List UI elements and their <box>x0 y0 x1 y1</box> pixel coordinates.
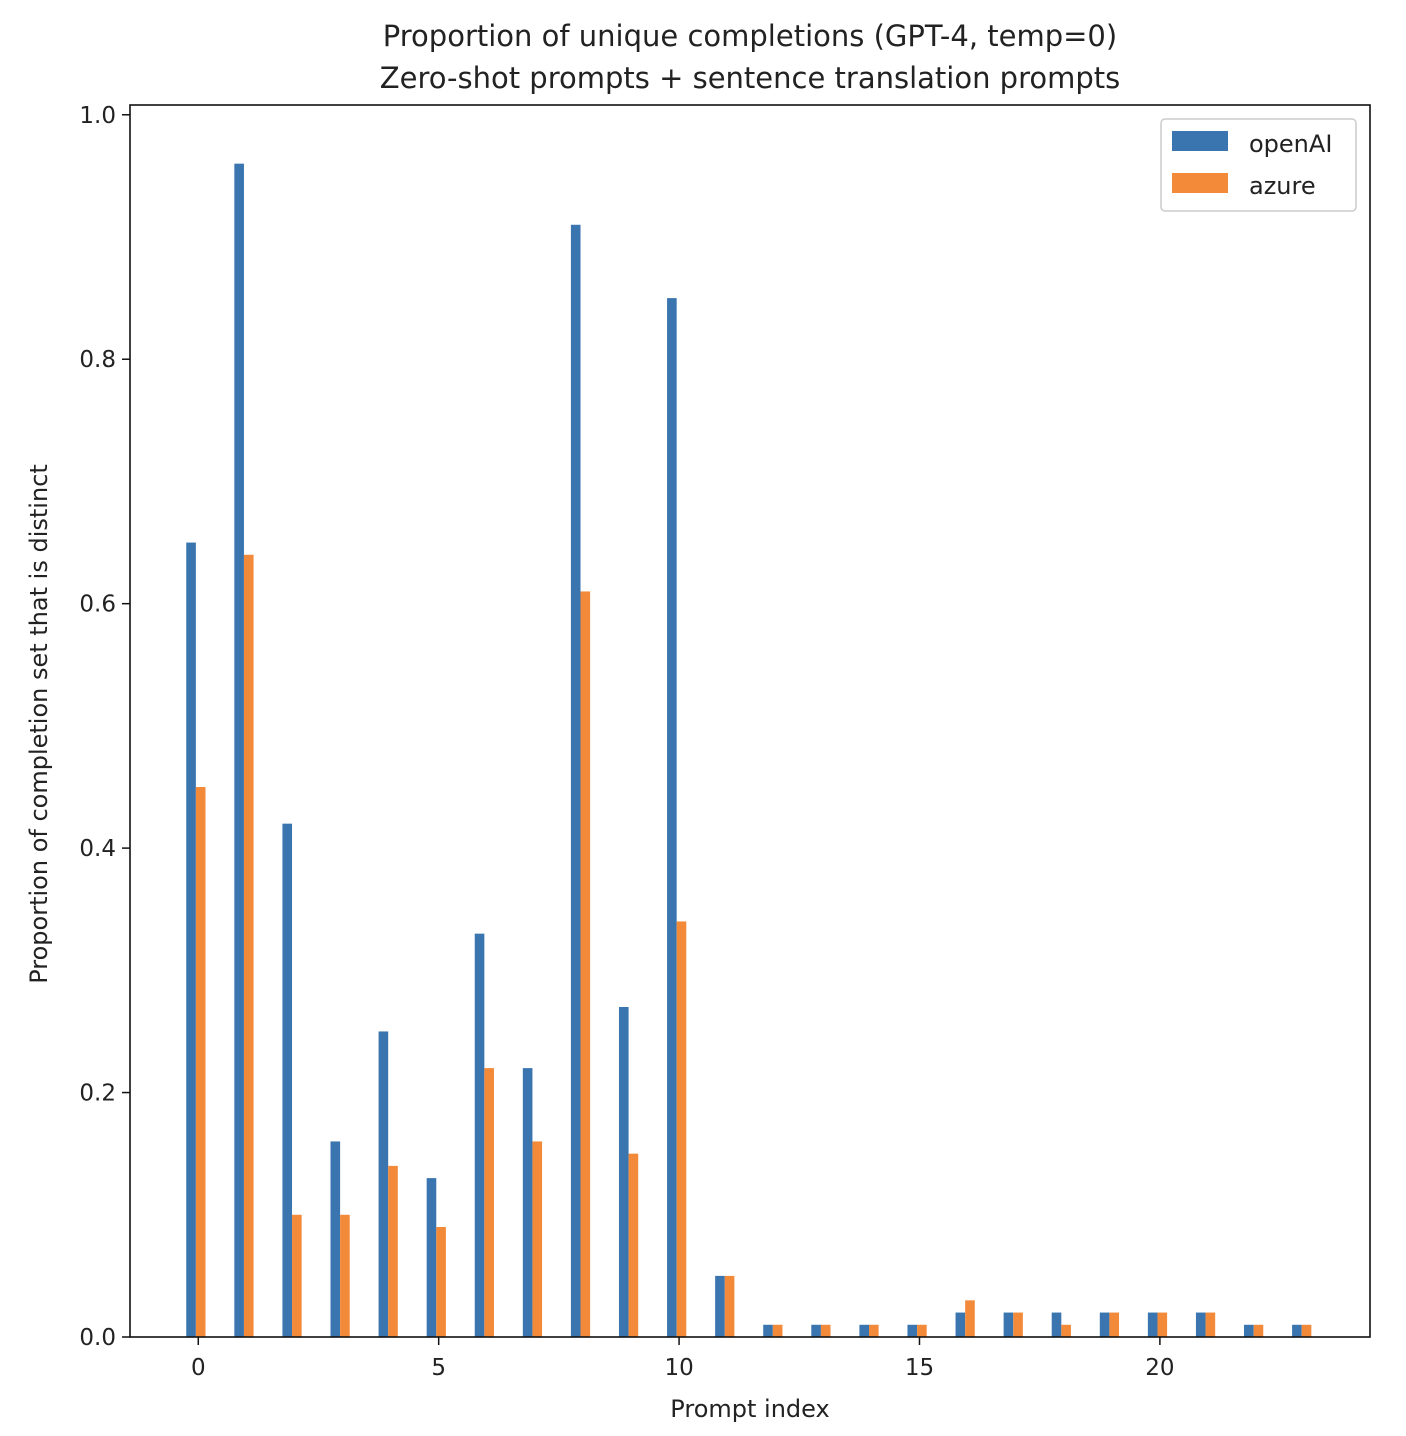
legend: openAI azure <box>1160 118 1357 212</box>
bar-openai-7 <box>522 1068 533 1337</box>
bar-openai-19 <box>1099 1312 1110 1337</box>
bar-azure-1 <box>243 554 254 1337</box>
bar-openai-1 <box>234 163 244 1338</box>
bar-openai-20 <box>1147 1312 1158 1337</box>
x-tick-label: 5 <box>431 1355 446 1381</box>
bar-openai-3 <box>330 1141 341 1337</box>
x-tick-label: 20 <box>1145 1355 1174 1381</box>
bar-openai-23 <box>1292 1324 1302 1337</box>
bar-azure-17 <box>1013 1312 1023 1337</box>
bar-azure-11 <box>724 1275 735 1337</box>
legend-swatch-openai <box>1172 131 1228 151</box>
bar-openai-10 <box>667 298 677 1338</box>
bar-openai-12 <box>763 1324 773 1337</box>
bar-azure-6 <box>484 1068 494 1337</box>
bar-azure-4 <box>388 1165 398 1337</box>
bar-azure-16 <box>965 1300 975 1337</box>
bar-openai-21 <box>1195 1312 1206 1337</box>
bar-openai-15 <box>907 1324 918 1337</box>
bar-azure-3 <box>340 1214 350 1337</box>
bar-openai-14 <box>859 1324 869 1337</box>
bar-openai-16 <box>955 1312 966 1337</box>
bar-openai-11 <box>715 1275 725 1337</box>
legend-label-azure: azure <box>1249 172 1316 200</box>
bar-azure-19 <box>1109 1312 1120 1337</box>
bar-azure-18 <box>1061 1324 1071 1337</box>
bar-openai-13 <box>811 1324 821 1337</box>
bar-azure-2 <box>292 1214 302 1337</box>
y-tick-label: 0.8 <box>79 347 116 373</box>
x-tick-label: 0 <box>191 1355 206 1381</box>
legend-label-openai: openAI <box>1249 130 1332 158</box>
bar-azure-20 <box>1157 1312 1168 1337</box>
bar-azure-15 <box>917 1324 927 1337</box>
bar-azure-12 <box>772 1324 783 1337</box>
bar-openai-8 <box>570 224 581 1337</box>
bar-azure-13 <box>820 1324 831 1337</box>
bar-openai-6 <box>474 933 485 1337</box>
y-tick-label: 1.0 <box>79 103 116 129</box>
chart-title-line-1: Proportion of unique completions (GPT-4,… <box>383 19 1117 53</box>
bar-azure-5 <box>436 1227 446 1337</box>
x-axis-label: Prompt index <box>670 1395 829 1423</box>
y-axis-label: Proportion of completion set that is dis… <box>25 464 53 984</box>
bar-azure-0 <box>195 787 206 1337</box>
bar-openai-2 <box>282 823 293 1337</box>
y-tick-label: 0.6 <box>79 592 116 618</box>
bar-azure-23 <box>1301 1324 1312 1337</box>
y-tick-label: 0.0 <box>79 1325 116 1351</box>
bar-azure-10 <box>676 921 687 1337</box>
bar-openai-22 <box>1244 1324 1254 1337</box>
bar-openai-18 <box>1051 1312 1062 1337</box>
bar-openai-17 <box>1003 1312 1014 1337</box>
bar-openai-9 <box>618 1007 629 1337</box>
plot-frame <box>129 104 1371 1338</box>
bar-azure-8 <box>580 591 591 1337</box>
bar-azure-9 <box>628 1153 639 1337</box>
x-tick-label: 10 <box>664 1355 693 1381</box>
legend-swatch-azure <box>1172 173 1228 193</box>
bar-openai-5 <box>426 1178 437 1337</box>
bar-azure-22 <box>1253 1324 1264 1337</box>
x-tick-label: 15 <box>905 1355 934 1381</box>
chart-title-line-2: Zero-shot prompts + sentence translation… <box>380 61 1121 95</box>
y-tick-label: 0.2 <box>79 1081 116 1107</box>
bar-openai-0 <box>186 542 196 1337</box>
y-tick-label: 0.4 <box>79 836 116 862</box>
bar-azure-7 <box>532 1141 543 1337</box>
bar-azure-14 <box>868 1324 879 1337</box>
bar-openai-4 <box>378 1031 389 1337</box>
bar-azure-21 <box>1205 1312 1216 1337</box>
